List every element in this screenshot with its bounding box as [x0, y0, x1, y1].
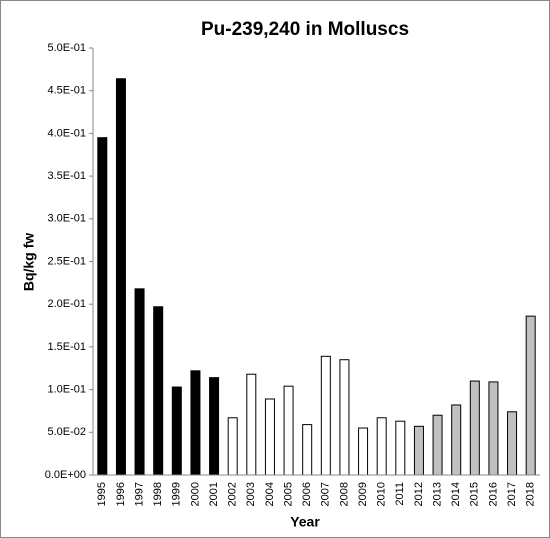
x-tick-label: 2011	[394, 482, 406, 506]
x-tick-label: 2003	[245, 482, 257, 506]
bar	[153, 306, 164, 476]
y-tick-label: 2.0E-01	[47, 298, 86, 310]
y-tick-label: 5.0E-01	[47, 42, 86, 54]
x-tick-label: 1995	[96, 482, 108, 506]
y-tick-label: 1.0E-01	[47, 384, 86, 396]
bar	[432, 414, 443, 476]
x-tick-label: 2017	[506, 482, 518, 506]
x-tick-label: 1998	[152, 482, 164, 506]
x-tick-label: 2018	[525, 482, 537, 506]
bar	[134, 288, 145, 476]
bar	[451, 404, 462, 476]
x-tick-label: 2004	[264, 482, 276, 506]
x-tick-label: 1996	[115, 482, 127, 506]
bar	[246, 373, 257, 476]
bar	[376, 417, 387, 476]
bar	[209, 377, 220, 476]
y-tick-label: 0.0E+00	[45, 469, 86, 481]
bar	[264, 398, 275, 476]
y-axis-label: Bq/kg fw	[21, 233, 37, 291]
bar	[339, 359, 350, 476]
x-axis-label: Year	[290, 514, 320, 530]
y-tick-label: 2.5E-01	[47, 255, 86, 267]
x-tick-label: 2013	[431, 482, 443, 506]
x-tick-label: 1997	[133, 482, 145, 506]
bar	[97, 137, 108, 476]
x-tick-label: 2000	[189, 482, 201, 506]
bar	[320, 355, 331, 476]
bar	[488, 381, 499, 476]
x-tick-label: 2007	[320, 482, 332, 506]
bar	[190, 370, 201, 476]
x-tick-label: 2008	[338, 482, 350, 506]
y-tick-label: 4.5E-01	[47, 85, 86, 97]
bar	[227, 417, 238, 476]
y-tick-label: 1.5E-01	[47, 341, 86, 353]
bar	[171, 386, 182, 476]
bar	[413, 425, 424, 476]
bar	[525, 315, 536, 476]
x-tick-label: 2005	[282, 482, 294, 506]
y-tick-label: 4.0E-01	[47, 127, 86, 139]
bar	[507, 411, 518, 476]
x-tick-label: 2002	[227, 482, 239, 506]
x-tick-label: 2015	[469, 482, 481, 506]
y-tick-label: 5.0E-02	[47, 426, 86, 438]
y-tick-label: 3.5E-01	[47, 170, 86, 182]
x-tick-label: 2014	[450, 482, 462, 506]
x-tick-label: 2001	[208, 482, 220, 506]
x-tick-label: 1999	[171, 482, 183, 506]
x-tick-label: 2009	[357, 482, 369, 506]
x-tick-label: 2016	[487, 482, 499, 506]
chart-title: Pu-239,240 in Molluscs	[201, 19, 409, 40]
bar	[115, 78, 126, 476]
bar	[469, 380, 480, 476]
bar	[302, 424, 313, 476]
x-tick-label: 2006	[301, 482, 313, 506]
x-tick-label: 2010	[376, 482, 388, 506]
bar	[395, 420, 406, 476]
x-tick-label: 2012	[413, 482, 425, 506]
y-tick-label: 3.0E-01	[47, 213, 86, 225]
bar	[358, 427, 369, 476]
bar	[283, 385, 294, 476]
